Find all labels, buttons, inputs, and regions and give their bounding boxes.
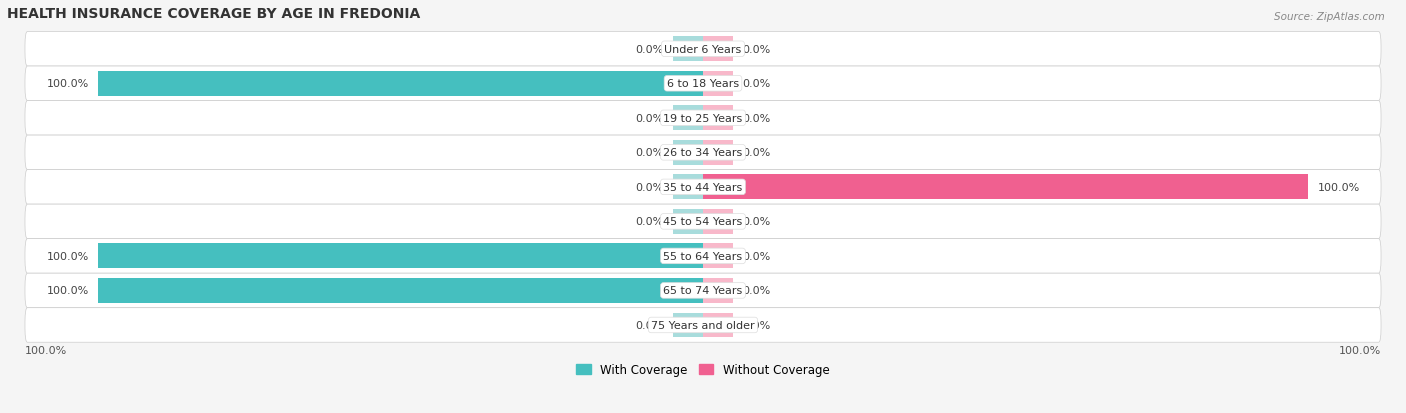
Text: 0.0%: 0.0% — [742, 79, 770, 89]
Text: 0.0%: 0.0% — [742, 320, 770, 330]
FancyBboxPatch shape — [25, 308, 1381, 342]
Bar — [703, 72, 734, 97]
FancyBboxPatch shape — [25, 273, 1381, 308]
Text: 55 to 64 Years: 55 to 64 Years — [664, 251, 742, 261]
Bar — [703, 278, 734, 303]
Bar — [672, 209, 703, 234]
Text: 35 to 44 Years: 35 to 44 Years — [664, 183, 742, 192]
Bar — [672, 175, 703, 200]
Bar — [703, 175, 1308, 200]
Text: 100.0%: 100.0% — [46, 251, 89, 261]
Text: 0.0%: 0.0% — [742, 45, 770, 55]
Text: 0.0%: 0.0% — [636, 320, 664, 330]
Text: 100.0%: 100.0% — [1339, 345, 1381, 355]
Text: 0.0%: 0.0% — [636, 148, 664, 158]
Text: Under 6 Years: Under 6 Years — [665, 45, 741, 55]
Bar — [98, 278, 703, 303]
FancyBboxPatch shape — [25, 204, 1381, 239]
Bar — [703, 244, 734, 269]
FancyBboxPatch shape — [25, 136, 1381, 170]
Text: HEALTH INSURANCE COVERAGE BY AGE IN FREDONIA: HEALTH INSURANCE COVERAGE BY AGE IN FRED… — [7, 7, 420, 21]
FancyBboxPatch shape — [25, 33, 1381, 67]
Text: 0.0%: 0.0% — [636, 45, 664, 55]
Text: 6 to 18 Years: 6 to 18 Years — [666, 79, 740, 89]
Text: 0.0%: 0.0% — [742, 148, 770, 158]
FancyBboxPatch shape — [25, 170, 1381, 204]
Text: 0.0%: 0.0% — [636, 114, 664, 123]
Text: 100.0%: 100.0% — [46, 286, 89, 296]
Text: 100.0%: 100.0% — [1317, 183, 1360, 192]
Text: 100.0%: 100.0% — [46, 79, 89, 89]
Text: 0.0%: 0.0% — [742, 217, 770, 227]
Text: 75 Years and older: 75 Years and older — [651, 320, 755, 330]
Bar — [703, 140, 734, 165]
Bar — [98, 72, 703, 97]
FancyBboxPatch shape — [25, 239, 1381, 273]
Text: 100.0%: 100.0% — [25, 345, 67, 355]
Bar — [672, 313, 703, 337]
Legend: With Coverage, Without Coverage: With Coverage, Without Coverage — [572, 359, 834, 381]
Bar — [672, 106, 703, 131]
Text: 26 to 34 Years: 26 to 34 Years — [664, 148, 742, 158]
Text: 45 to 54 Years: 45 to 54 Years — [664, 217, 742, 227]
Bar — [703, 106, 734, 131]
Bar — [703, 313, 734, 337]
Text: 0.0%: 0.0% — [636, 183, 664, 192]
Text: 0.0%: 0.0% — [742, 251, 770, 261]
Text: 65 to 74 Years: 65 to 74 Years — [664, 286, 742, 296]
Bar — [672, 140, 703, 165]
Text: 19 to 25 Years: 19 to 25 Years — [664, 114, 742, 123]
Text: 0.0%: 0.0% — [742, 114, 770, 123]
Bar — [98, 244, 703, 269]
Bar — [703, 209, 734, 234]
Text: 0.0%: 0.0% — [636, 217, 664, 227]
Text: 0.0%: 0.0% — [742, 286, 770, 296]
Text: Source: ZipAtlas.com: Source: ZipAtlas.com — [1274, 12, 1385, 22]
FancyBboxPatch shape — [25, 67, 1381, 101]
Bar — [672, 37, 703, 62]
FancyBboxPatch shape — [25, 101, 1381, 136]
Bar — [703, 37, 734, 62]
